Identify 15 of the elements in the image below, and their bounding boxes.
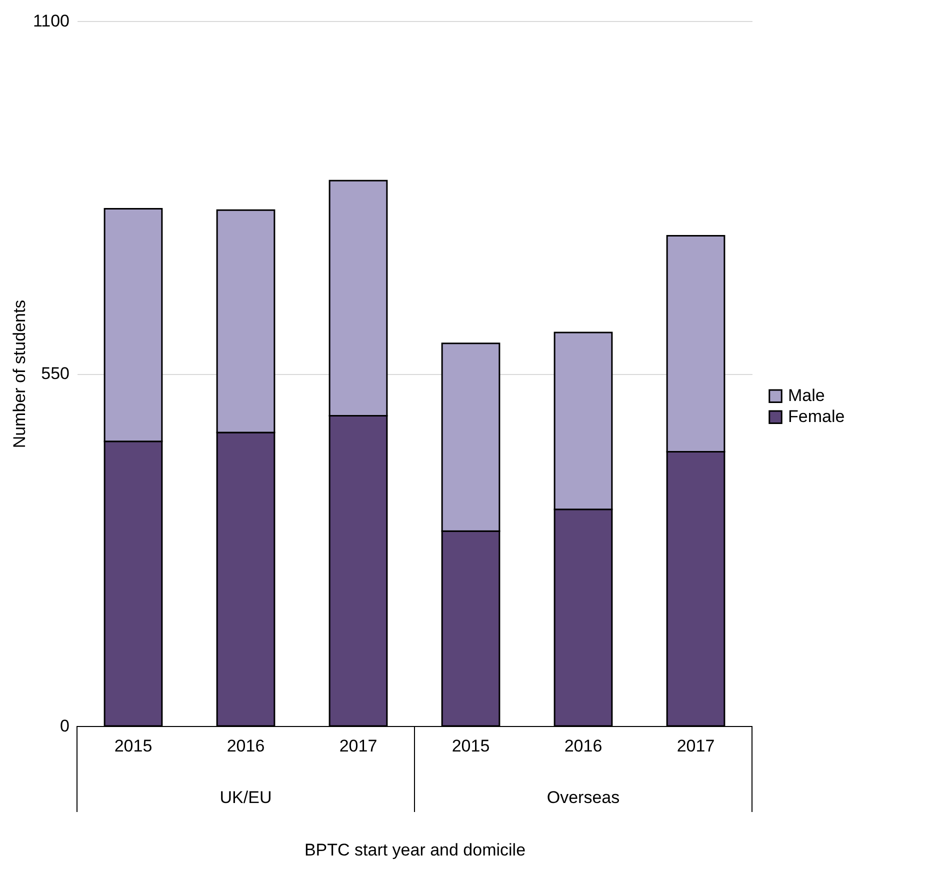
x-tick-label: 2016 — [226, 736, 265, 756]
y-tick-label: 550 — [41, 364, 70, 383]
x-tick-label: 2016 — [564, 736, 602, 756]
text: Overseas — [546, 788, 620, 807]
y-tick-label: 1100 — [32, 12, 70, 30]
legend-label: Female — [788, 407, 845, 426]
text: UK/EU — [220, 788, 272, 807]
x-tick-label: 2017 — [676, 736, 715, 756]
legend-label: Male — [788, 386, 825, 406]
x-tick-label: 2015 — [114, 736, 152, 756]
y-tick-label: 0 — [60, 716, 70, 736]
x-axis-title: BPTC start year and domicile — [304, 840, 526, 860]
x-tick-label: 2017 — [339, 736, 378, 756]
x-tick-label: 2015 — [452, 736, 490, 756]
y-axis-title: Number of students — [10, 300, 29, 448]
